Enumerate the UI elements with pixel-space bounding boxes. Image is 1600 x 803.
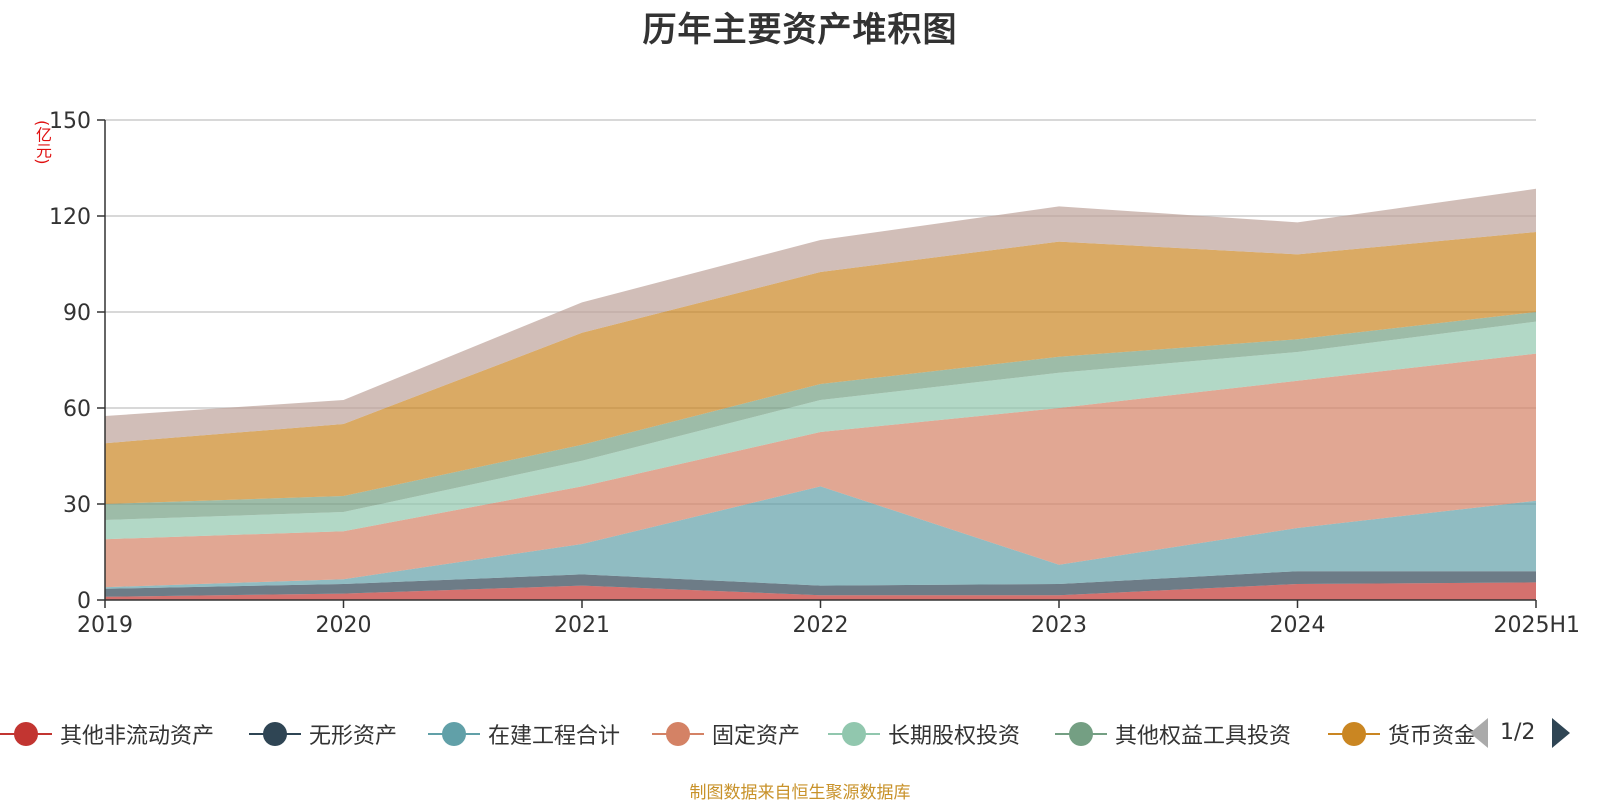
legend-next-page-icon[interactable] xyxy=(1552,718,1570,748)
legend-item[interactable]: 货币资金 xyxy=(1328,718,1476,750)
data-point xyxy=(1056,203,1062,209)
axes xyxy=(97,119,1537,608)
data-point xyxy=(818,237,824,243)
legend-item[interactable]: 在建工程合计 xyxy=(428,718,620,750)
legend-label: 其他非流动资产 xyxy=(60,724,215,749)
x-tick-label: 2021 xyxy=(554,613,610,638)
legend: 其他非流动资产 无形资产 在建工程合计 固定资产 长期股权投资 其他权益工具投资 货币资金 … xyxy=(0,718,1600,750)
area-series xyxy=(105,186,1539,600)
legend-symbol-icon xyxy=(652,722,704,746)
y-tick-label: 90 xyxy=(63,301,91,326)
data-point xyxy=(1533,186,1539,192)
y-axis-unit-label: (亿元) xyxy=(33,120,52,165)
legend-label: 货币资金 xyxy=(1388,724,1477,749)
data-point xyxy=(341,397,347,403)
y-tick-label: 120 xyxy=(49,205,91,230)
legend-symbol-icon xyxy=(828,722,880,746)
legend-item[interactable]: 长期股权投资 xyxy=(828,718,1020,750)
x-tick-label: 2023 xyxy=(1031,613,1087,638)
legend-symbol-icon xyxy=(0,722,52,746)
area-series-1[interactable] xyxy=(105,571,1536,597)
stacked-area-chart: 0 30 60 90 120 150 2019 2020 2021 2022 2023 2024 202… xyxy=(49,109,1580,638)
area-series-0[interactable] xyxy=(105,582,1536,600)
legend-label: 无形资产 xyxy=(309,724,398,749)
legend-item[interactable]: 无形资产 xyxy=(249,718,397,750)
source-note: 制图数据来自恒生聚源数据库 xyxy=(689,783,911,803)
area-series-5[interactable] xyxy=(105,312,1536,520)
area-series-2[interactable] xyxy=(105,486,1536,589)
y-tick-label: 60 xyxy=(63,397,91,422)
legend-item[interactable]: 固定资产 xyxy=(652,718,800,750)
y-tick-label: 150 xyxy=(49,109,91,134)
legend-item[interactable]: 其他非流动资产 xyxy=(0,718,214,750)
legend-label: 在建工程合计 xyxy=(488,724,621,749)
x-tick-label: 2019 xyxy=(77,613,133,638)
legend-label: 长期股权投资 xyxy=(888,724,1021,749)
x-tick-label: 2020 xyxy=(316,613,372,638)
area-series-4[interactable] xyxy=(105,321,1536,540)
data-point xyxy=(579,299,585,305)
x-tick-label: 2025H1 xyxy=(1493,613,1580,638)
legend-symbol-icon xyxy=(249,722,301,746)
area-series-7[interactable] xyxy=(105,188,1536,444)
legend-symbol-icon xyxy=(1328,722,1380,746)
data-point xyxy=(1295,219,1301,225)
legend-label: 其他权益工具投资 xyxy=(1115,724,1292,749)
tick-labels: 0 30 60 90 120 150 2019 2020 2021 2022 2023 2024 202… xyxy=(49,109,1580,638)
y-tick-label: 0 xyxy=(77,589,91,614)
legend-prev-page-icon[interactable] xyxy=(1470,718,1488,748)
area-series-6[interactable] xyxy=(105,232,1536,504)
chart-title: 历年主要资产堆积图 xyxy=(642,10,958,50)
legend-symbol-icon xyxy=(428,722,480,746)
legend-item[interactable]: 其他权益工具投资 xyxy=(1055,718,1291,750)
x-tick-label: 2022 xyxy=(793,613,849,638)
y-tick-label: 30 xyxy=(63,493,91,518)
area-series-3[interactable] xyxy=(105,353,1536,588)
x-tick-label: 2024 xyxy=(1270,613,1326,638)
legend-symbol-icon xyxy=(1055,722,1107,746)
legend-label: 固定资产 xyxy=(712,724,801,749)
legend-page-indicator: 1/2 xyxy=(1500,720,1536,745)
